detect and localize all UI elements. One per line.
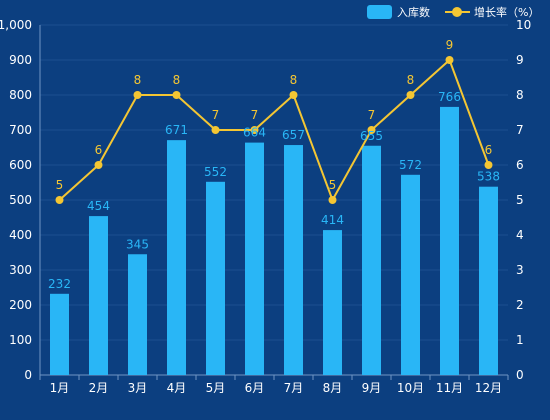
x-tick-label: 1月 [50, 381, 70, 395]
y-right-tick-label: 10 [516, 18, 531, 32]
bar [323, 230, 342, 375]
line-value-label: 8 [134, 73, 142, 87]
line-value-label: 5 [329, 178, 337, 192]
y-right-tick-label: 6 [516, 158, 524, 172]
line-point [94, 161, 103, 169]
bar-value-label: 538 [477, 170, 500, 184]
bar [440, 106, 459, 376]
bar [89, 216, 108, 375]
legend: 入库数 增长率（%） [367, 5, 539, 19]
x-tick-label: 9月 [362, 381, 382, 395]
growth-line [58, 58, 490, 203]
line-point [289, 91, 298, 99]
bar-value-label: 232 [48, 277, 71, 291]
x-tick-label: 10月 [397, 381, 424, 395]
y-left-tick-label: 100 [9, 333, 32, 347]
y-right-tick-label: 9 [516, 53, 524, 67]
y-left-tick-label: 800 [9, 88, 32, 102]
bar [284, 145, 303, 375]
line-point [172, 91, 181, 99]
y-right-tick-label: 3 [516, 263, 524, 277]
legend-bar-swatch [367, 5, 392, 19]
y-left-tick-label: 900 [9, 53, 32, 67]
y-right-tick-label: 1 [516, 333, 524, 347]
y-right-tick-label: 2 [516, 298, 524, 312]
x-tick-label: 8月 [323, 381, 343, 395]
x-tick-label: 2月 [89, 381, 109, 395]
bar-value-label: 657 [282, 128, 305, 142]
x-tick-label: 7月 [284, 381, 304, 395]
line-point [328, 196, 337, 204]
line-value-label: 7 [212, 108, 220, 122]
line-point [211, 126, 220, 134]
x-tick-label: 3月 [128, 381, 148, 395]
x-tick-label: 12月 [475, 381, 502, 395]
y-right-tick-label: 0 [516, 368, 524, 382]
line-value-label: 8 [290, 73, 298, 87]
y-left-tick-label: 400 [9, 228, 32, 242]
bar-value-label: 664 [243, 126, 266, 140]
line-point [484, 161, 493, 169]
bar-value-label: 655 [360, 129, 383, 143]
line-value-label: 8 [407, 73, 415, 87]
bar-layer [50, 106, 498, 376]
bar [167, 140, 186, 375]
bar-value-label: 671 [165, 123, 188, 137]
bar-value-label: 345 [126, 237, 149, 251]
y-left-tick-label: 0 [24, 368, 32, 382]
line-layer [55, 56, 493, 204]
legend-line-dot [452, 7, 462, 17]
y-right-tick-label: 5 [516, 193, 524, 207]
x-tick-label: 6月 [245, 381, 265, 395]
line-point [367, 126, 376, 134]
axis-layer: 01002003004005006007008009001,0000123456… [0, 18, 531, 395]
bar [362, 145, 381, 375]
line-value-label: 7 [251, 108, 259, 122]
bar-value-label: 552 [204, 165, 227, 179]
line-point [250, 126, 259, 134]
bar-value-label: 572 [399, 158, 422, 172]
line-point [55, 196, 64, 204]
bar [50, 293, 69, 375]
line-value-label: 7 [368, 108, 376, 122]
x-tick-label: 11月 [436, 381, 463, 395]
bar [206, 181, 225, 375]
line-value-label: 9 [446, 38, 454, 52]
y-left-tick-label: 300 [9, 263, 32, 277]
y-left-tick-label: 200 [9, 298, 32, 312]
y-left-tick-label: 600 [9, 158, 32, 172]
grid-layer [40, 24, 508, 341]
line-value-label: 5 [56, 178, 64, 192]
bar-value-label: 414 [321, 213, 344, 227]
x-tick-label: 4月 [167, 381, 187, 395]
bar [128, 254, 147, 375]
y-left-tick-label: 700 [9, 123, 32, 137]
line-value-label: 8 [173, 73, 181, 87]
y-left-tick-label: 1,000 [0, 18, 32, 32]
legend-bar-label: 入库数 [397, 6, 430, 19]
y-right-tick-label: 4 [516, 228, 524, 242]
legend-line-label: 增长率（%） [474, 5, 539, 19]
line-point [133, 91, 142, 99]
bar-value-label: 766 [438, 90, 461, 104]
bar [401, 174, 420, 375]
y-right-tick-label: 7 [516, 123, 524, 137]
line-value-label: 6 [95, 143, 103, 157]
bar [479, 186, 498, 375]
x-tick-label: 5月 [206, 381, 226, 395]
line-point [445, 56, 454, 64]
bar-value-label: 454 [87, 199, 110, 213]
bar [245, 142, 264, 375]
y-left-tick-label: 500 [9, 193, 32, 207]
y-right-tick-label: 8 [516, 88, 524, 102]
line-point [406, 91, 415, 99]
line-value-label: 6 [485, 143, 493, 157]
